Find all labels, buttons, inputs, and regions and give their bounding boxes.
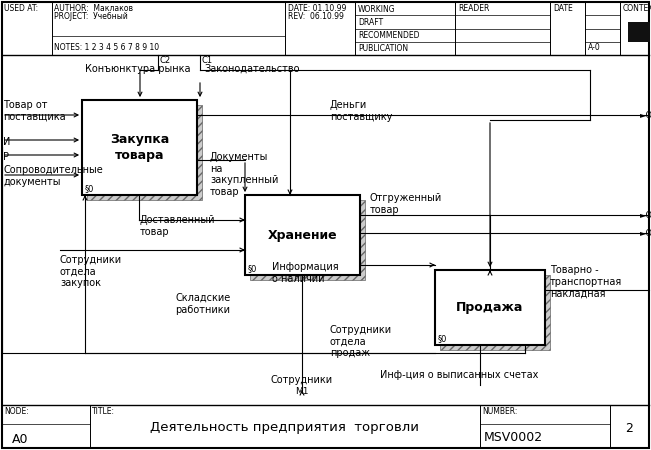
Text: REV:  06.10.99: REV: 06.10.99 (288, 12, 344, 21)
Text: Законодательство: Законодательство (204, 64, 299, 74)
Bar (435, 270, 545, 345)
Bar (440, 275, 550, 350)
Text: PROJECT:  Учебный: PROJECT: Учебный (54, 12, 128, 21)
Text: И: И (3, 137, 10, 147)
Text: A-0: A-0 (588, 43, 601, 52)
Text: Сотрудники: Сотрудники (271, 375, 333, 385)
Text: Товарно -
транспортная
накладная: Товарно - транспортная накладная (550, 265, 622, 298)
Text: RECOMMENDED: RECOMMENDED (358, 31, 419, 40)
Text: Продажа: Продажа (456, 301, 523, 314)
Bar (87, 105, 202, 200)
Text: Сотрудники
отдела
закупок: Сотрудники отдела закупок (60, 255, 122, 288)
Text: MSV0002: MSV0002 (484, 431, 543, 444)
Bar (245, 195, 360, 275)
Text: ►О3: ►О3 (640, 211, 651, 220)
Text: Сотрудники
отдела
продаж: Сотрудники отдела продаж (330, 325, 392, 358)
Text: Закупка
товара: Закупка товара (110, 134, 169, 162)
Text: Деятельность предприятия  торговли: Деятельность предприятия торговли (150, 422, 419, 435)
Text: M1: M1 (296, 387, 309, 396)
Text: A0: A0 (12, 433, 29, 446)
Text: 2: 2 (625, 422, 633, 435)
Text: Сопроводительные
документы: Сопроводительные документы (3, 165, 103, 187)
Text: §0: §0 (85, 184, 94, 193)
Bar (82, 100, 197, 195)
Text: Деньги
поставщику: Деньги поставщику (330, 100, 393, 122)
Text: Доставленный
товар: Доставленный товар (140, 215, 215, 237)
Text: DRAFT: DRAFT (358, 18, 383, 27)
Text: Хранение: Хранение (268, 229, 337, 242)
Text: AUTHOR:  Маклаков: AUTHOR: Маклаков (54, 4, 133, 13)
Bar (250, 200, 365, 280)
Text: ►О2: ►О2 (640, 111, 651, 120)
Text: DATE: 01.10.99: DATE: 01.10.99 (288, 4, 346, 13)
Text: Информация
о наличии: Информация о наличии (272, 262, 339, 284)
Text: PUBLICATION: PUBLICATION (358, 45, 408, 54)
Text: Складские
работники: Складские работники (175, 293, 230, 315)
Text: Товар от
поставщика: Товар от поставщика (3, 100, 66, 122)
Text: §0: §0 (248, 264, 257, 273)
Text: USED AT:: USED AT: (4, 4, 38, 13)
Text: Отгруженный
товар: Отгруженный товар (370, 193, 442, 215)
Text: WORKING: WORKING (358, 4, 396, 13)
Text: Конъюнктура рынка: Конъюнктура рынка (85, 64, 191, 74)
Text: DATE: DATE (553, 4, 573, 13)
Text: ►О4: ►О4 (640, 229, 651, 238)
Text: C1: C1 (202, 56, 213, 65)
Text: Р: Р (3, 152, 9, 162)
Text: CONTEXT:: CONTEXT: (623, 4, 651, 13)
Text: NUMBER:: NUMBER: (482, 407, 518, 416)
Text: READER: READER (458, 4, 490, 13)
Bar (628, 22, 650, 42)
Text: §0: §0 (438, 334, 447, 343)
Text: Документы
на
закупленный
товар: Документы на закупленный товар (210, 152, 279, 197)
Text: TITLE:: TITLE: (92, 407, 115, 416)
Text: NOTES: 1 2 3 4 5 6 7 8 9 10: NOTES: 1 2 3 4 5 6 7 8 9 10 (54, 43, 159, 52)
Text: C2: C2 (160, 56, 171, 65)
Text: Инф-ция о выписанных счетах: Инф-ция о выписанных счетах (380, 370, 538, 380)
Text: NODE:: NODE: (4, 407, 29, 416)
